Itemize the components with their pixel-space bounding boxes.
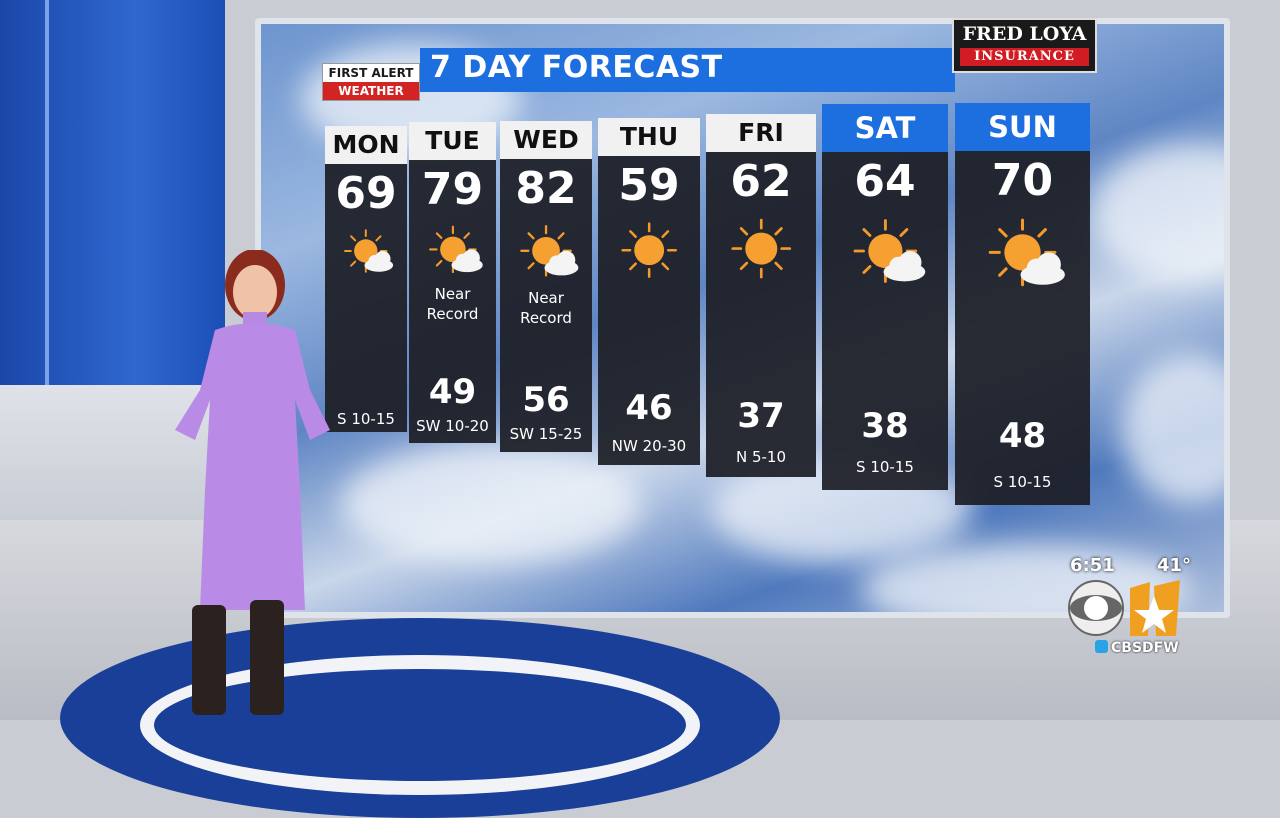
studio-wall-left — [0, 0, 225, 385]
day-panel: 70 48 S 10-15 — [955, 151, 1090, 505]
current-temperature: 41° — [1157, 555, 1192, 576]
day-panel: 64 38 S 10-15 — [822, 152, 948, 490]
record-note: Near Record — [520, 288, 572, 327]
cloud-icon — [1020, 252, 1065, 285]
day-panel: 79 Near Record 49 SW 10-20 — [409, 160, 496, 443]
wind: SW 10-20 — [416, 417, 489, 435]
low-temperature: 56 — [522, 380, 570, 420]
record-note: Near Record — [426, 284, 479, 323]
forecast-day-sun: SUN 70 48 S 10-15 — [955, 103, 1090, 505]
day-label: FRI — [706, 114, 816, 152]
high-temperature: 59 — [618, 160, 680, 211]
forecast-day-thu: THU 59 46 NW 20-30 — [598, 118, 700, 465]
low-temperature: 48 — [998, 416, 1047, 456]
wind: S 10-15 — [856, 458, 914, 476]
wind: N 5-10 — [735, 448, 787, 466]
high-temperature: 82 — [515, 163, 577, 214]
sun-cloud-icon — [500, 220, 592, 282]
clock: 6:51 — [1070, 555, 1115, 576]
forecast-day-tue: TUE 79 Near Record 49 SW 10-20 — [409, 122, 496, 443]
day-label: WED — [500, 121, 592, 159]
forecast-day-wed: WED 82 Near Record 56 SW 15-25 — [500, 121, 592, 452]
high-temperature: 79 — [421, 164, 484, 215]
sponsor-logo: FRED LOYA INSURANCE — [952, 18, 1097, 73]
first-alert-weather-badge: FIRST ALERT WEATHER — [322, 63, 420, 101]
wind: NW 20-30 — [611, 437, 687, 455]
low-temperature: 37 — [737, 396, 785, 436]
cloud-icon — [883, 251, 925, 282]
day-label: SUN — [955, 103, 1090, 151]
forecast-day-fri: FRI 62 37 N 5-10 — [706, 114, 816, 477]
twitter-handle: CBSDFW — [1095, 640, 1179, 656]
forecast-title: 7 DAY FORECAST — [430, 50, 723, 85]
low-temperature: 49 — [428, 372, 477, 412]
wind: SW 15-25 — [509, 425, 583, 443]
cloud-icon — [451, 249, 483, 273]
day-label: TUE — [409, 122, 496, 160]
sun-cloud-icon — [409, 221, 496, 278]
forecast-day-mon: MON 69 S 10-15 — [325, 126, 407, 432]
day-panel: 62 37 N 5-10 — [706, 152, 816, 477]
high-temperature: 64 — [854, 156, 916, 207]
day-label: SAT — [822, 104, 948, 152]
forecast-day-sat: SAT 64 38 S 10-15 — [822, 104, 948, 490]
day-label: MON — [325, 126, 407, 164]
low-temperature: 38 — [861, 406, 909, 446]
day-panel: 69 S 10-15 — [325, 164, 407, 432]
sun-cloud-icon — [325, 225, 407, 277]
twitter-icon — [1095, 640, 1108, 653]
cloud-icon — [364, 251, 394, 272]
day-label: THU — [598, 118, 700, 156]
sun-icon — [706, 213, 816, 284]
day-panel: 82 Near Record 56 SW 15-25 — [500, 159, 592, 452]
high-temperature: 62 — [730, 156, 792, 207]
high-temperature: 69 — [335, 168, 397, 219]
sun-cloud-icon — [955, 212, 1090, 293]
sun-cloud-icon — [822, 213, 948, 289]
wind: S 10-15 — [993, 473, 1052, 491]
high-temperature: 70 — [991, 155, 1054, 206]
cloud-icon — [544, 250, 579, 276]
low-temperature: 46 — [625, 388, 673, 428]
sun-icon — [598, 217, 700, 283]
title-bar — [420, 48, 955, 92]
presenter — [175, 250, 330, 715]
day-panel: 59 46 NW 20-30 — [598, 156, 700, 465]
cbs11-logo — [1068, 580, 1180, 636]
wind: S 10-15 — [337, 410, 395, 428]
